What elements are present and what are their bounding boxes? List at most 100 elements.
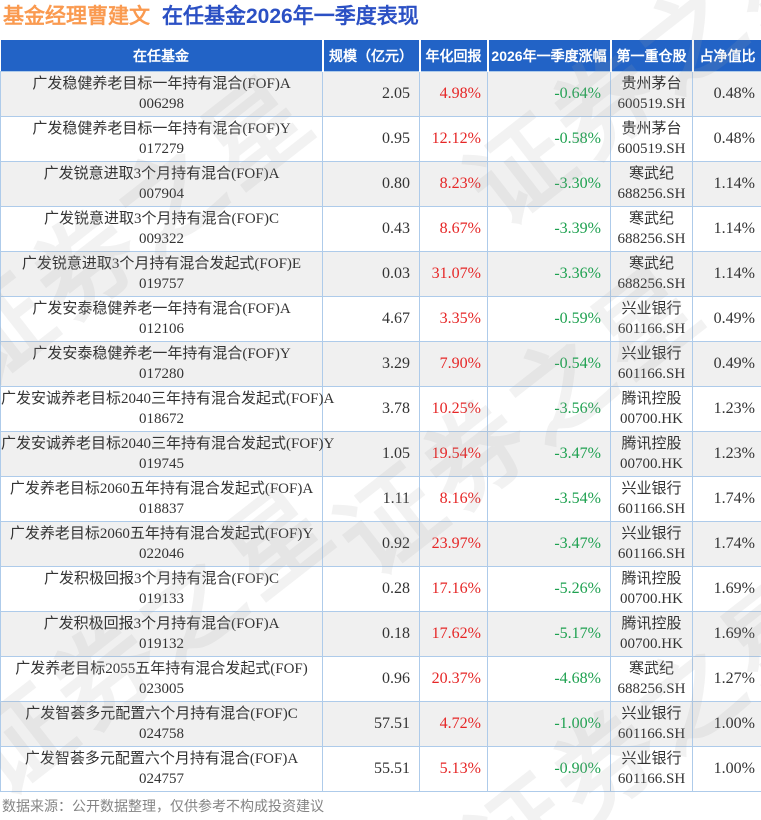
holding-weight: 1.27%	[692, 656, 761, 702]
holding-name: 寒武纪	[628, 661, 674, 677]
holding-weight: 0.48%	[692, 71, 761, 117]
annualized-return: 31.07%	[419, 251, 488, 297]
top-holding-cell: 兴业银行 601166.SH	[610, 701, 693, 747]
fund-scale: 0.18	[322, 611, 420, 657]
fund-name-cell: 广发安诚养老目标2040三年持有混合发起式(FOF)Y 019745	[0, 431, 334, 477]
fund-name: 广发安泰稳健养老一年持有混合(FOF)Y	[32, 346, 291, 362]
fund-code: 022046	[139, 546, 184, 562]
top-holding-cell: 寒武纪 688256.SH	[610, 251, 693, 297]
table-row: 广发积极回报3个月持有混合(FOF)A 019132 0.18 17.62% -5.17…	[0, 611, 761, 657]
holding-code: 601166.SH	[617, 546, 686, 562]
annualized-return: 8.16%	[419, 476, 488, 522]
holding-weight: 1.74%	[692, 521, 761, 567]
holding-name: 寒武纪	[628, 256, 674, 272]
fund-name: 广发稳健养老目标一年持有混合(FOF)A	[32, 76, 291, 92]
table-row: 广发安泰稳健养老一年持有混合(FOF)A 012106 4.67 3.35% -0.59…	[0, 296, 761, 342]
fund-name-cell: 广发养老目标2060五年持有混合发起式(FOF)A 018837	[0, 476, 323, 522]
fund-code: 018672	[139, 411, 184, 427]
holding-code: 601166.SH	[617, 726, 686, 742]
holding-weight: 0.49%	[692, 296, 761, 342]
fund-code: 019132	[139, 636, 184, 652]
holding-code: 688256.SH	[617, 186, 686, 202]
holding-name: 兴业银行	[621, 481, 682, 497]
q1-change: -4.68%	[487, 656, 611, 702]
fund-code: 006298	[139, 96, 184, 112]
annualized-return: 17.62%	[419, 611, 488, 657]
holding-name: 兴业银行	[621, 301, 682, 317]
holding-code: 00700.HK	[620, 591, 683, 607]
fund-name: 广发锐意进取3个月持有混合(FOF)A	[43, 166, 280, 182]
table-row: 广发锐意进取3个月持有混合(FOF)C 009322 0.43 8.67% -3.39%…	[0, 206, 761, 252]
holding-name: 贵州茅台	[621, 76, 682, 92]
table-row: 广发养老目标2060五年持有混合发起式(FOF)A 018837 1.11 8.16%…	[0, 476, 761, 522]
holding-name: 兴业银行	[621, 751, 682, 767]
annualized-return: 3.35%	[419, 296, 488, 342]
funds-table: 在任基金 规模（亿元） 年化回报 2026年一季度涨幅 第一重仓股 占净值比 广发稳健养老…	[0, 40, 761, 792]
fund-name-cell: 广发养老目标2055五年持有混合发起式(FOF) 023005	[0, 656, 323, 702]
table-row: 广发智荟多元配置六个月持有混合(FOF)C 024758 57.51 4.72% -1.…	[0, 701, 761, 747]
fund-name-cell: 广发安泰稳健养老一年持有混合(FOF)A 012106	[0, 296, 323, 342]
fund-scale: 1.11	[322, 476, 420, 522]
q1-change: -3.36%	[487, 251, 611, 297]
q1-change: -5.26%	[487, 566, 611, 612]
fund-code: 024758	[139, 726, 184, 742]
holding-weight: 0.48%	[692, 116, 761, 162]
fund-scale: 55.51	[322, 746, 420, 792]
holding-name: 兴业银行	[621, 706, 682, 722]
column-header-5: 占净值比	[691, 40, 761, 72]
table-row: 广发安诚养老目标2040三年持有混合发起式(FOF)Y 019745 1.05 19.…	[0, 431, 761, 477]
fund-scale: 0.03	[322, 251, 420, 297]
fund-scale: 0.43	[322, 206, 420, 252]
q1-change: -0.64%	[487, 71, 611, 117]
holding-code: 600519.SH	[617, 96, 686, 112]
holding-name: 贵州茅台	[621, 121, 682, 137]
fund-name: 广发安诚养老目标2040三年持有混合发起式(FOF)A	[1, 391, 335, 407]
holding-name: 腾讯控股	[621, 571, 682, 587]
fund-code: 012106	[139, 321, 184, 337]
fund-name-cell: 广发稳健养老目标一年持有混合(FOF)Y 017279	[0, 116, 323, 162]
top-holding-cell: 兴业银行 601166.SH	[610, 746, 693, 792]
table-row: 广发智荟多元配置六个月持有混合(FOF)A 024757 55.51 5.13% -0.…	[0, 746, 761, 792]
holding-weight: 1.00%	[692, 746, 761, 792]
q1-change: -1.00%	[487, 701, 611, 747]
fund-code: 023005	[139, 681, 184, 697]
table-row: 广发锐意进取3个月持有混合发起式(FOF)E 019757 0.03 31.07% -3…	[0, 251, 761, 297]
annualized-return: 19.54%	[419, 431, 488, 477]
column-header-2: 年化回报	[418, 40, 488, 72]
title-suffix: 在任基金2026年一季度表现	[162, 5, 419, 28]
q1-change: -3.56%	[487, 386, 611, 432]
annualized-return: 23.97%	[419, 521, 488, 567]
top-holding-cell: 寒武纪 688256.SH	[610, 656, 693, 702]
annualized-return: 4.72%	[419, 701, 488, 747]
annualized-return: 8.67%	[419, 206, 488, 252]
top-holding-cell: 兴业银行 601166.SH	[610, 521, 693, 567]
table-row: 广发安诚养老目标2040三年持有混合发起式(FOF)A 018672 3.78 10.…	[0, 386, 761, 432]
column-header-3: 2026年一季度涨幅	[486, 40, 611, 72]
table-row: 广发养老目标2060五年持有混合发起式(FOF)Y 022046 0.92 23.97…	[0, 521, 761, 567]
holding-code: 00700.HK	[620, 456, 683, 472]
column-header-0: 在任基金	[0, 40, 323, 72]
holding-name: 腾讯控股	[621, 436, 682, 452]
holding-weight: 1.69%	[692, 566, 761, 612]
fund-code: 007904	[139, 186, 184, 202]
header-row: 在任基金 规模（亿元） 年化回报 2026年一季度涨幅 第一重仓股 占净值比	[0, 40, 761, 72]
q1-change: -0.90%	[487, 746, 611, 792]
fund-name-cell: 广发积极回报3个月持有混合(FOF)C 019133	[0, 566, 323, 612]
column-header-4: 第一重仓股	[609, 40, 693, 72]
q1-change: -3.54%	[487, 476, 611, 522]
table-header: 在任基金 规模（亿元） 年化回报 2026年一季度涨幅 第一重仓股 占净值比	[0, 40, 761, 72]
holding-weight: 1.23%	[692, 431, 761, 477]
q1-change: -3.47%	[487, 431, 611, 477]
q1-change: -0.59%	[487, 296, 611, 342]
holding-code: 688256.SH	[617, 681, 686, 697]
holding-code: 00700.HK	[620, 636, 683, 652]
top-holding-cell: 腾讯控股 00700.HK	[610, 611, 693, 657]
fund-code: 017280	[139, 366, 184, 382]
fund-scale: 0.95	[322, 116, 420, 162]
fund-scale: 0.80	[322, 161, 420, 207]
holding-weight: 1.69%	[692, 611, 761, 657]
annualized-return: 10.25%	[419, 386, 488, 432]
fund-code: 017279	[139, 141, 184, 157]
holding-code: 601166.SH	[617, 501, 686, 517]
